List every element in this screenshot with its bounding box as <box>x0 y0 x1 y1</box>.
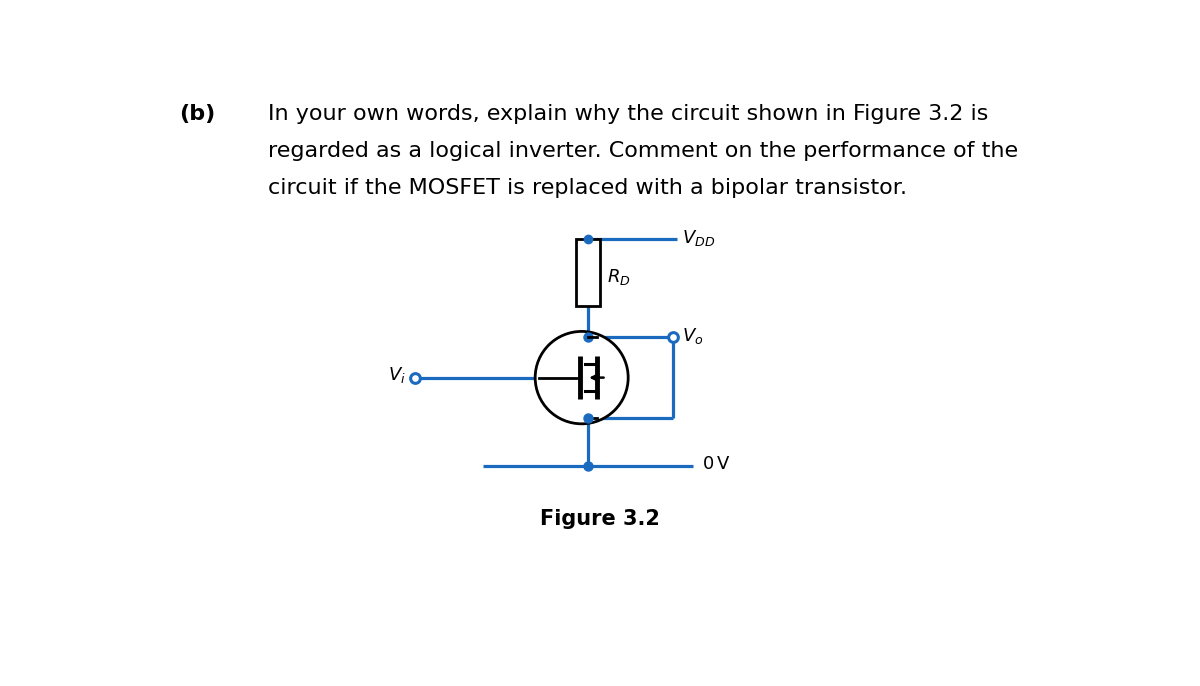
Text: $R_D$: $R_D$ <box>607 267 631 287</box>
Text: regarded as a logical inverter. Comment on the performance of the: regarded as a logical inverter. Comment … <box>268 141 1018 161</box>
Text: $V_o$: $V_o$ <box>683 326 704 346</box>
Text: $V_{DD}$: $V_{DD}$ <box>683 228 715 248</box>
Bar <box>576 239 600 307</box>
Text: $0\,\mathrm{V}$: $0\,\mathrm{V}$ <box>702 456 731 473</box>
Circle shape <box>535 331 628 424</box>
Text: circuit if the MOSFET is replaced with a bipolar transistor.: circuit if the MOSFET is replaced with a… <box>268 178 907 198</box>
Text: In your own words, explain why the circuit shown in Figure 3.2 is: In your own words, explain why the circu… <box>268 104 988 124</box>
Text: Figure 3.2: Figure 3.2 <box>540 509 660 529</box>
Text: (b): (b) <box>180 104 216 124</box>
Text: $V_i$: $V_i$ <box>388 364 406 385</box>
